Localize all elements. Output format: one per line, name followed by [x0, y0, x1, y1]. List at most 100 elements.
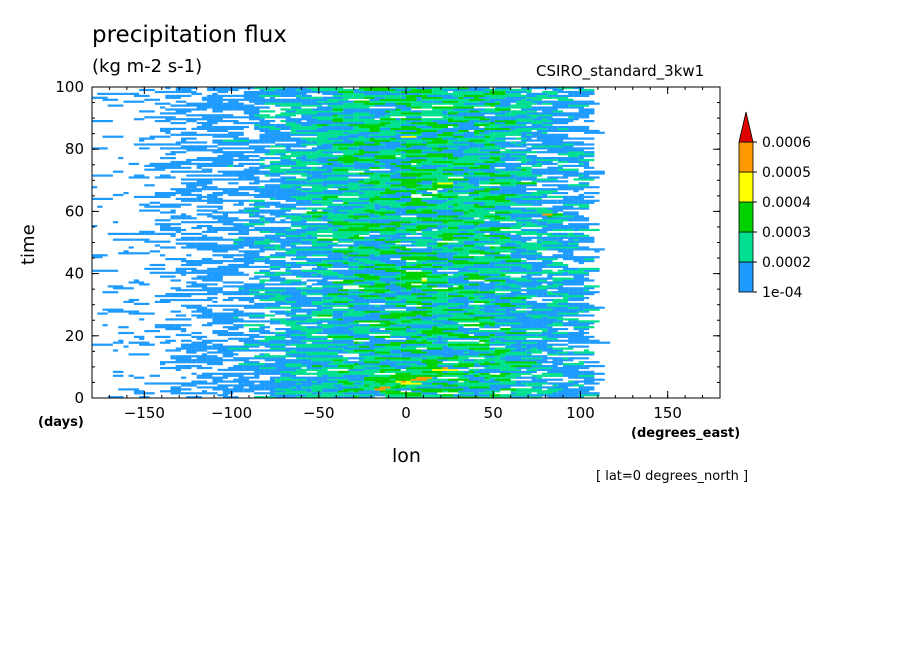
heatmap-cell — [228, 265, 239, 268]
heatmap-cell — [521, 322, 542, 325]
colorbar-label: 0.0006 — [762, 135, 811, 151]
heatmap-cell — [118, 341, 124, 344]
heatmap-cell — [416, 102, 433, 105]
heatmap-cell — [468, 114, 485, 117]
heatmap-cell — [432, 341, 448, 344]
heatmap-cell — [463, 285, 469, 288]
heatmap-cell — [343, 366, 349, 370]
heatmap-cell — [447, 260, 469, 263]
heatmap-cell — [432, 195, 438, 198]
heatmap-cell — [568, 240, 579, 243]
heatmap-cell — [453, 174, 474, 177]
heatmap-cell — [207, 304, 218, 307]
heatmap-cell — [301, 170, 312, 173]
heatmap-cell — [573, 164, 590, 167]
heatmap-cell — [515, 184, 537, 187]
heatmap-cell — [353, 217, 359, 220]
heatmap-cell — [568, 242, 579, 245]
heatmap-cell — [411, 110, 422, 113]
heatmap-cell — [500, 223, 516, 226]
heatmap-cell — [479, 147, 501, 150]
heatmap-cell — [332, 219, 344, 222]
heatmap-cell — [353, 308, 375, 311]
heatmap-cell — [500, 374, 506, 377]
heatmap-cell — [463, 240, 475, 243]
heatmap-cell — [275, 275, 281, 278]
heatmap-cell — [568, 376, 574, 379]
heatmap-cell — [296, 151, 302, 154]
heatmap-cell — [322, 215, 328, 218]
heatmap-cell — [552, 359, 574, 362]
heatmap-cell — [573, 324, 590, 327]
heatmap-cell — [432, 155, 438, 158]
heatmap-cell — [343, 314, 365, 317]
heatmap-cell — [526, 230, 537, 233]
heatmap-cell — [505, 94, 516, 97]
heatmap-cell — [531, 306, 553, 309]
heatmap-cell — [437, 225, 448, 228]
heatmap-cell — [536, 361, 553, 364]
heatmap-cell — [327, 341, 344, 344]
heatmap-cell — [254, 386, 260, 389]
heatmap-cell — [222, 139, 244, 142]
heatmap-cell — [254, 258, 265, 261]
heatmap-cell — [437, 192, 454, 195]
heatmap-cell — [317, 133, 338, 136]
heatmap-cell — [369, 285, 386, 288]
heatmap-cell — [390, 221, 412, 224]
heatmap-cell — [259, 116, 265, 119]
heatmap-cell — [332, 281, 354, 284]
heatmap-cell — [228, 188, 239, 191]
heatmap-cell — [421, 390, 443, 393]
heatmap-cell — [369, 295, 380, 298]
heatmap-cell — [510, 192, 522, 195]
heatmap-cell — [212, 217, 218, 220]
heatmap-cell — [160, 225, 166, 228]
heatmap-cell — [400, 343, 412, 346]
heatmap-cell — [489, 386, 501, 389]
heatmap-cell — [259, 162, 265, 165]
heatmap-cell — [578, 90, 595, 94]
heatmap-cell — [306, 279, 328, 282]
heatmap-cell — [290, 248, 302, 251]
heatmap-cell — [500, 213, 516, 216]
heatmap-cell — [505, 195, 511, 198]
heatmap-cell — [280, 252, 286, 255]
heatmap-cell — [458, 285, 464, 288]
heatmap-cell — [311, 390, 323, 393]
heatmap-cell — [536, 230, 548, 233]
heatmap-cell — [358, 114, 375, 117]
heatmap-cell — [505, 112, 511, 115]
heatmap-cell — [238, 106, 249, 109]
heatmap-cell — [217, 248, 239, 251]
heatmap-cell — [296, 252, 317, 255]
heatmap-cell — [411, 287, 417, 290]
heatmap-cell — [390, 184, 406, 187]
heatmap-cell — [563, 102, 579, 105]
heatmap-cell — [102, 324, 108, 327]
heatmap-cell — [521, 186, 527, 189]
heatmap-cell — [175, 217, 181, 220]
heatmap-cell — [536, 223, 548, 226]
heatmap-cell — [259, 127, 265, 130]
heatmap-cell — [400, 166, 417, 169]
heatmap-cell — [453, 281, 474, 284]
heatmap-cell — [578, 328, 584, 331]
heatmap-cell — [228, 331, 244, 335]
heatmap-cell — [395, 102, 412, 105]
heatmap-cell — [369, 190, 375, 193]
heatmap-cell — [463, 351, 469, 354]
heatmap-cell — [400, 322, 422, 325]
heatmap-cell — [379, 252, 396, 255]
heatmap-cell — [395, 209, 406, 212]
heatmap-cell — [400, 382, 422, 385]
heatmap-cell — [374, 170, 396, 173]
heatmap-cell — [222, 318, 244, 321]
heatmap-cell — [453, 394, 474, 397]
heatmap-cell — [479, 100, 495, 103]
heatmap-cell — [400, 197, 412, 200]
heatmap-cell — [358, 184, 375, 187]
heatmap-cell — [186, 197, 197, 200]
heatmap-cell — [259, 211, 265, 214]
heatmap-cell — [374, 172, 396, 175]
